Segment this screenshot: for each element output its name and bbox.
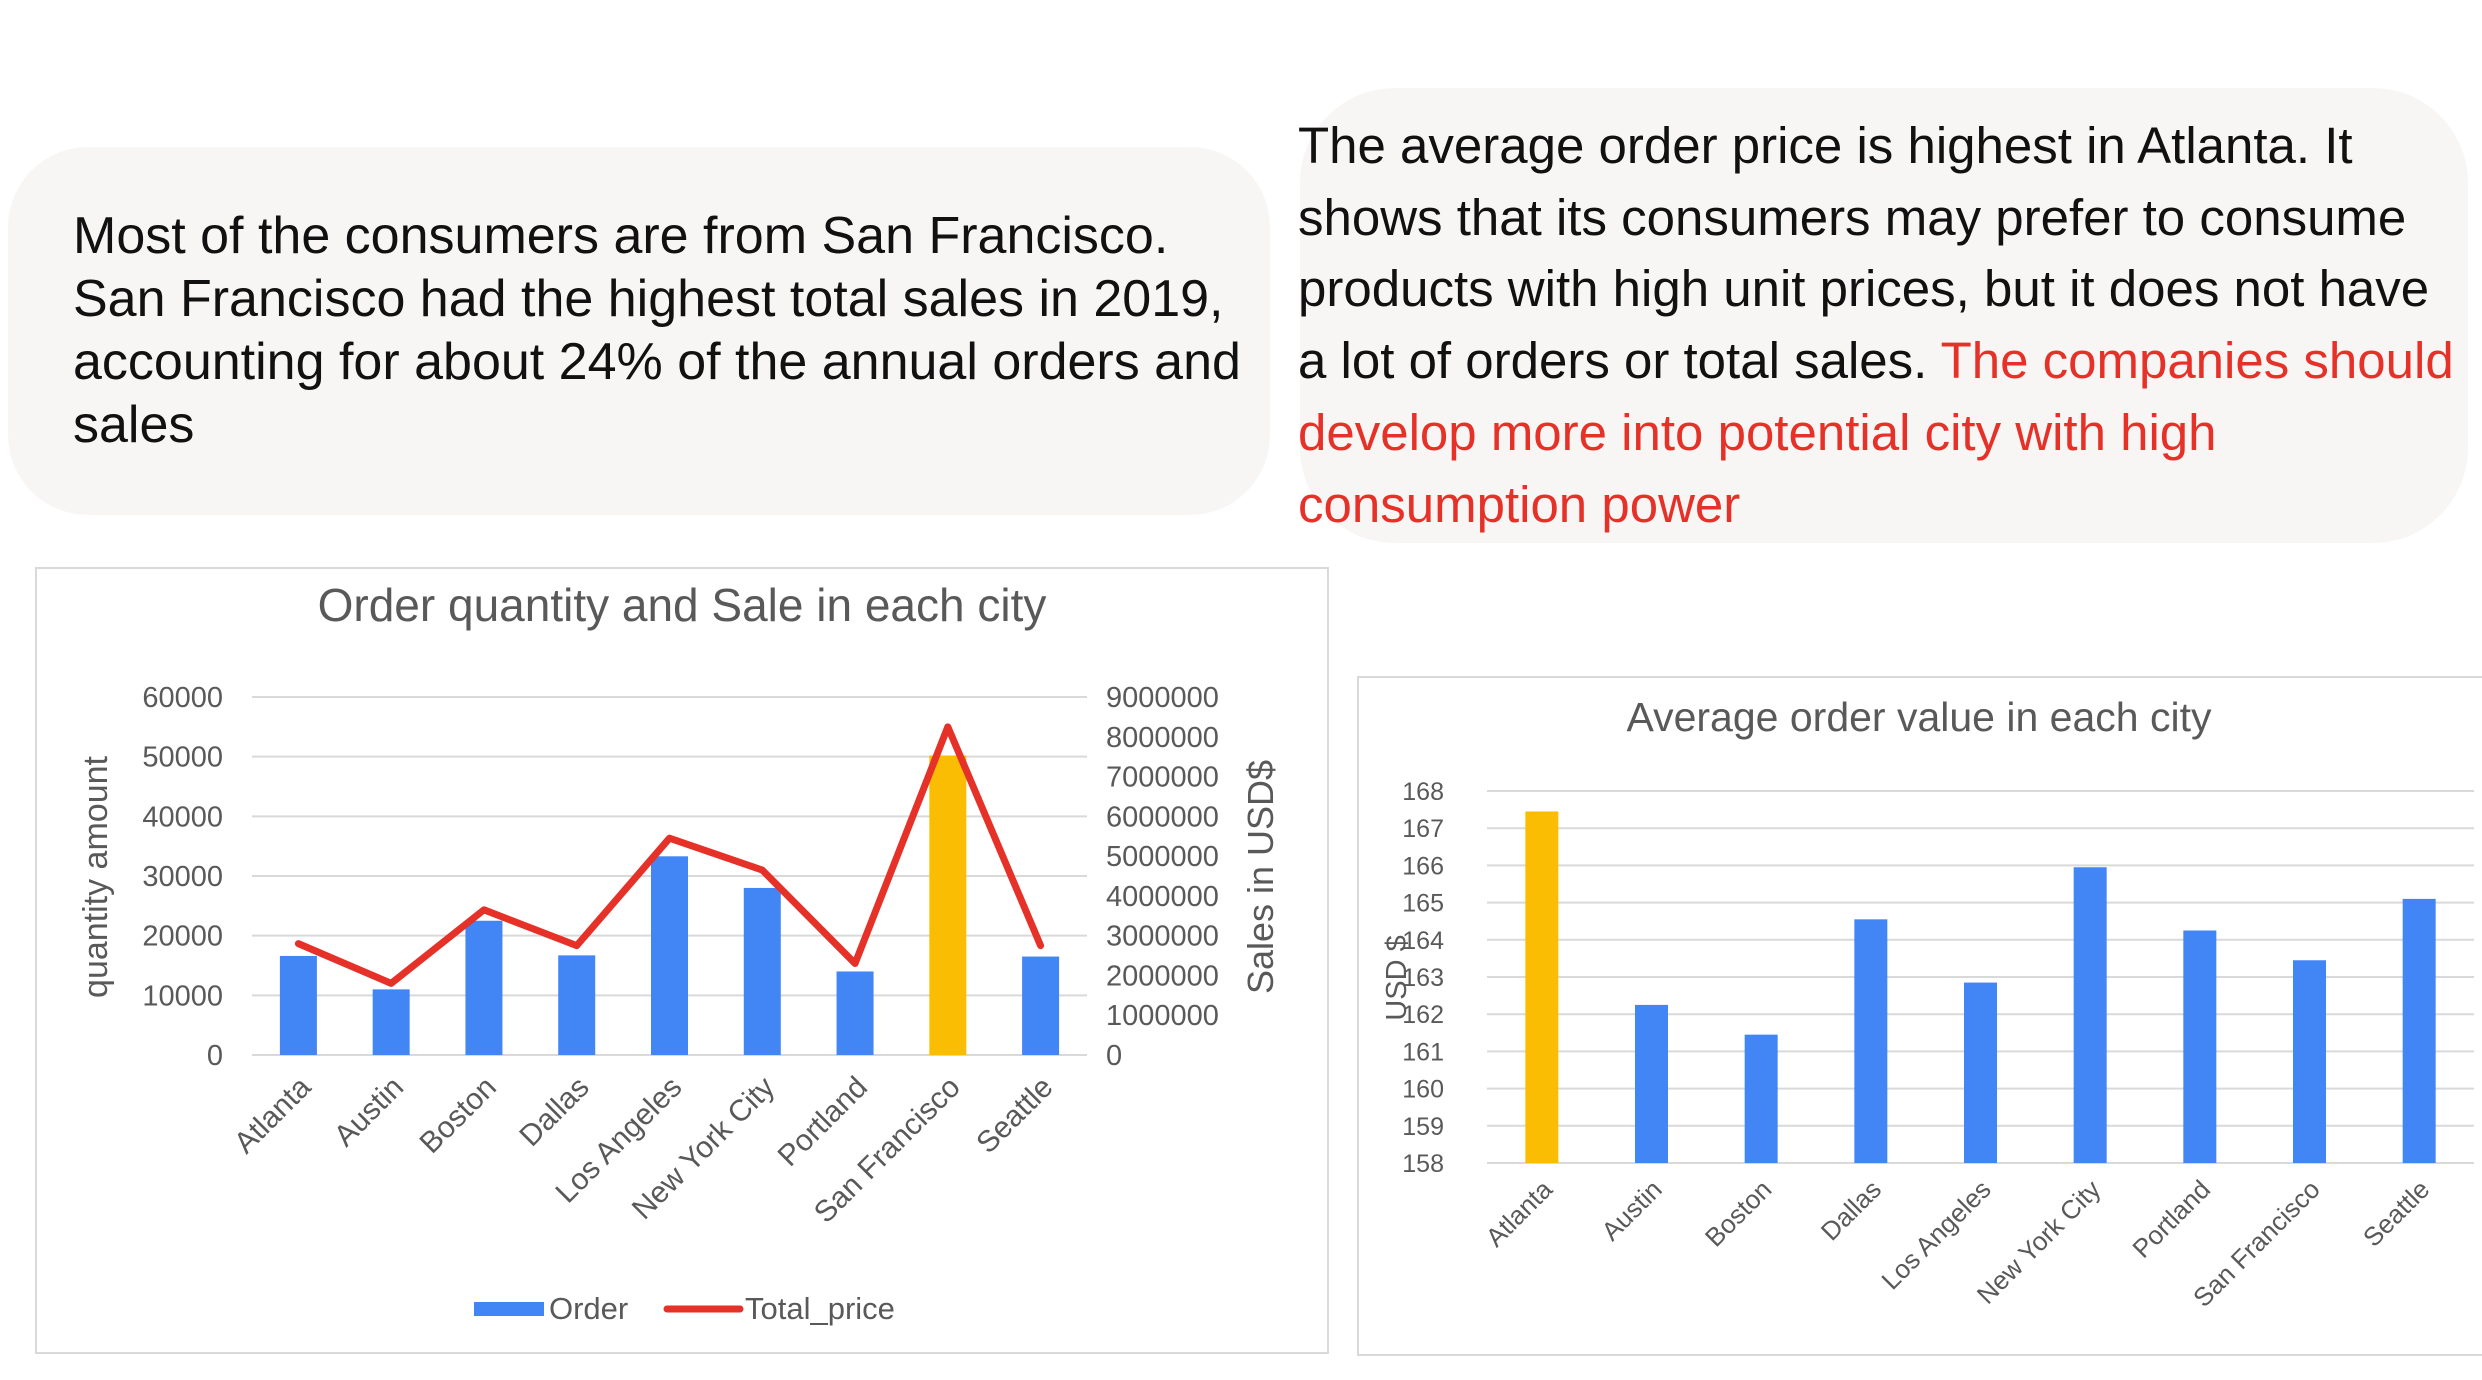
bar-los-angeles bbox=[651, 856, 688, 1055]
y-tick-label: 162 bbox=[1402, 1001, 1444, 1029]
x-tick-label-seattle: Seattle bbox=[970, 1071, 1059, 1160]
bar-seattle bbox=[2402, 898, 2436, 1163]
bar-boston bbox=[1744, 1034, 1778, 1163]
y2-tick-label: 7000000 bbox=[1106, 762, 1219, 794]
x-tick-label-atlanta: Atlanta bbox=[1480, 1174, 1559, 1253]
right-note-text: The average order price is highest in At… bbox=[1298, 110, 2458, 540]
x-tick-label-dallas: Dallas bbox=[1815, 1174, 1887, 1246]
chart-title: Order quantity and Sale in each city bbox=[318, 579, 1047, 631]
y-tick-label: 159 bbox=[1402, 1113, 1444, 1141]
x-tick-label-boston: Boston bbox=[414, 1071, 503, 1160]
y2-tick-label: 6000000 bbox=[1106, 801, 1219, 833]
y-tick-label: 20000 bbox=[142, 921, 223, 953]
y-tick-label: 166 bbox=[1402, 852, 1444, 880]
y-tick-label: 40000 bbox=[142, 801, 223, 833]
x-tick-label-dallas: Dallas bbox=[513, 1071, 595, 1153]
legend-total-price-label: Total_price bbox=[745, 1291, 895, 1326]
y-axis-label: quantity amount bbox=[77, 755, 115, 997]
y2-axis-label: Sales in USD$ bbox=[1240, 760, 1281, 994]
bar-los-angeles bbox=[1964, 982, 1997, 1163]
y2-tick-label: 3000000 bbox=[1106, 921, 1219, 953]
y2-tick-label: 9000000 bbox=[1106, 682, 1219, 714]
y-tick-label: 30000 bbox=[142, 861, 223, 893]
bar-portland bbox=[836, 971, 874, 1055]
y-tick-label: 161 bbox=[1402, 1038, 1444, 1066]
bar-san-francisco bbox=[2293, 960, 2326, 1163]
average-order-chart: Average order value in each city 158 159 16… bbox=[1357, 676, 2482, 1356]
y-tick-label: 10000 bbox=[142, 980, 223, 1012]
left-note-bubble bbox=[8, 147, 1270, 515]
y2-tick-label: 5000000 bbox=[1106, 841, 1219, 873]
x-tick-label-austin: Austin bbox=[1595, 1174, 1667, 1246]
y-tick-label: 160 bbox=[1402, 1076, 1444, 1104]
bar-boston bbox=[465, 920, 503, 1055]
right-note-black: The average order price is highest in At… bbox=[1298, 117, 2430, 390]
y-tick-label: 163 bbox=[1402, 964, 1444, 992]
x-tick-label-seattle: Seattle bbox=[2357, 1174, 2435, 1252]
y2-tick-label: 4000000 bbox=[1106, 881, 1219, 913]
bar-austin bbox=[1635, 1004, 1668, 1163]
total-price-line bbox=[294, 723, 1045, 987]
y-tick-label: 165 bbox=[1402, 890, 1444, 918]
y-tick-label: 50000 bbox=[142, 742, 223, 774]
y-tick-label: 164 bbox=[1402, 927, 1444, 955]
chart-title: Average order value in each city bbox=[1627, 694, 2212, 740]
x-tick-label-atlanta: Atlanta bbox=[228, 1070, 318, 1160]
right-note-bubble bbox=[1300, 88, 2468, 543]
bar-austin bbox=[372, 989, 410, 1055]
bar-atlanta bbox=[1525, 811, 1559, 1163]
legend-order-label: Order bbox=[549, 1291, 628, 1326]
x-tick-label-austin: Austin bbox=[328, 1071, 410, 1153]
bar-seattle bbox=[1022, 956, 1060, 1055]
bar-dallas bbox=[1854, 919, 1888, 1163]
y-tick-label: 0 bbox=[207, 1040, 223, 1072]
y2-tick-label: 1000000 bbox=[1106, 1000, 1219, 1032]
x-tick-label-boston: Boston bbox=[1699, 1174, 1777, 1252]
y2-tick-label: 2000000 bbox=[1106, 960, 1219, 992]
order-sales-chart-svg: Order quantity and Sale in each city 0 100… bbox=[77, 579, 1281, 1326]
right-note-red: The companies should develop more into p… bbox=[1298, 332, 2454, 533]
y-tick-label: 168 bbox=[1402, 778, 1444, 806]
y-axis-label: USD $ bbox=[1381, 935, 1413, 1020]
bar-atlanta bbox=[279, 955, 317, 1055]
bar-new-york-city bbox=[743, 887, 781, 1055]
x-tick-label-los-angeles: Los Angeles bbox=[1875, 1174, 1996, 1295]
bar-portland bbox=[2183, 930, 2217, 1163]
order-sales-chart: Order quantity and Sale in each city 0 100… bbox=[35, 567, 1329, 1354]
y-tick-label: 167 bbox=[1402, 815, 1444, 843]
legend-order-swatch bbox=[474, 1302, 544, 1316]
left-note-text: Most of the consumers are from San Franc… bbox=[73, 207, 1241, 454]
x-tick-label-portland: Portland bbox=[2126, 1174, 2216, 1264]
bar-new-york-city bbox=[2073, 867, 2107, 1163]
bar-san-francisco bbox=[929, 755, 967, 1055]
y2-tick-label: 0 bbox=[1106, 1040, 1122, 1072]
y-tick-label: 60000 bbox=[142, 682, 223, 714]
y-tick-label: 158 bbox=[1402, 1150, 1444, 1178]
y2-tick-label: 8000000 bbox=[1106, 722, 1219, 754]
average-order-chart-svg: Average order value in each city 158 159 16… bbox=[1381, 694, 2474, 1313]
bar-dallas bbox=[558, 955, 596, 1055]
